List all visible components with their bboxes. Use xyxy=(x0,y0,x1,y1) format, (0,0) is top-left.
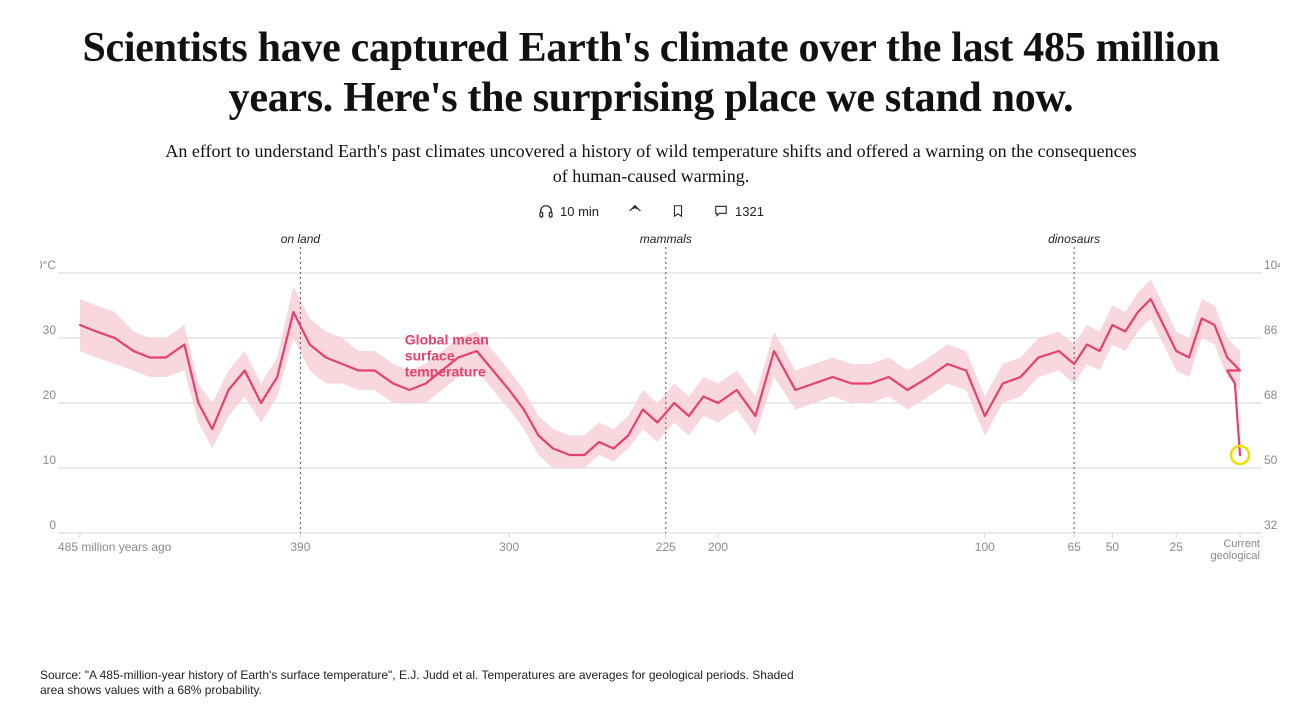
comment-count: 1321 xyxy=(735,204,764,219)
svg-text:mammals: mammals xyxy=(640,233,692,246)
svg-text:65: 65 xyxy=(1067,540,1081,554)
svg-text:200: 200 xyxy=(708,540,728,554)
svg-text:10: 10 xyxy=(43,453,57,467)
svg-text:on land: on land xyxy=(281,233,321,246)
svg-text:surface: surface xyxy=(405,348,455,364)
subhead: An effort to understand Earth's past cli… xyxy=(161,139,1141,189)
svg-text:86: 86 xyxy=(1264,323,1278,337)
comment-icon xyxy=(713,204,729,218)
svg-text:104°F: 104°F xyxy=(1264,258,1280,272)
svg-text:40°C: 40°C xyxy=(40,258,56,272)
svg-text:0: 0 xyxy=(49,518,56,532)
svg-text:225: 225 xyxy=(656,540,676,554)
source-note: Source: "A 485-million-year history of E… xyxy=(40,668,800,699)
svg-text:50: 50 xyxy=(1264,453,1278,467)
bookmark-icon xyxy=(671,203,685,219)
svg-text:300: 300 xyxy=(499,540,519,554)
listen-button[interactable]: 10 min xyxy=(538,203,599,219)
share-button[interactable] xyxy=(627,203,643,219)
svg-text:Global mean: Global mean xyxy=(405,332,489,348)
comments-button[interactable]: 1321 xyxy=(713,204,764,219)
svg-text:390: 390 xyxy=(290,540,310,554)
svg-text:100: 100 xyxy=(975,540,995,554)
meta-row: 10 min 1321 xyxy=(40,203,1262,219)
climate-chart: 03210502068308640°C104°FFirst vertebrate… xyxy=(40,233,1280,563)
share-icon xyxy=(627,203,643,219)
headline: Scientists have captured Earth's climate… xyxy=(51,24,1251,123)
bookmark-button[interactable] xyxy=(671,203,685,219)
svg-text:32: 32 xyxy=(1264,518,1278,532)
svg-text:68: 68 xyxy=(1264,388,1278,402)
svg-text:30: 30 xyxy=(43,323,57,337)
svg-text:20: 20 xyxy=(43,388,57,402)
listen-label: 10 min xyxy=(560,204,599,219)
article-page: Scientists have captured Earth's climate… xyxy=(0,0,1302,711)
headphones-icon xyxy=(538,203,554,219)
svg-text:Current: Current xyxy=(1223,538,1260,550)
svg-text:50: 50 xyxy=(1106,540,1120,554)
svg-text:25: 25 xyxy=(1170,540,1184,554)
svg-text:geological: geological xyxy=(1210,550,1260,562)
svg-text:485 million years ago: 485 million years ago xyxy=(58,540,172,554)
svg-text:stage: stage xyxy=(1233,562,1260,563)
svg-text:dinosaurs: dinosaurs xyxy=(1048,233,1100,246)
svg-text:temperature: temperature xyxy=(405,364,486,380)
chart-svg: 03210502068308640°C104°FFirst vertebrate… xyxy=(40,233,1280,563)
